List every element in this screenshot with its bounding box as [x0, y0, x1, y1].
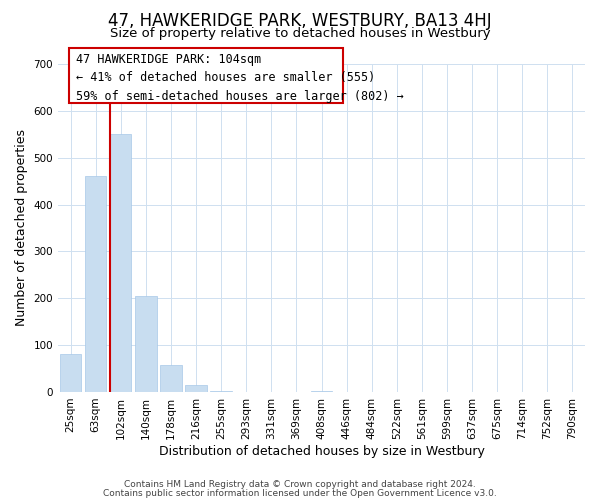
Text: Contains HM Land Registry data © Crown copyright and database right 2024.: Contains HM Land Registry data © Crown c…	[124, 480, 476, 489]
Bar	[85, 176, 106, 392]
Y-axis label: Number of detached properties: Number of detached properties	[15, 130, 28, 326]
Bar	[135, 296, 157, 392]
Text: Size of property relative to detached houses in Westbury: Size of property relative to detached ho…	[110, 28, 490, 40]
Bar	[110, 134, 131, 392]
FancyBboxPatch shape	[68, 48, 343, 104]
Bar	[211, 391, 232, 392]
Text: 47, HAWKERIDGE PARK, WESTBURY, BA13 4HJ: 47, HAWKERIDGE PARK, WESTBURY, BA13 4HJ	[108, 12, 492, 30]
Bar	[311, 390, 332, 392]
Bar	[60, 354, 81, 392]
X-axis label: Distribution of detached houses by size in Westbury: Distribution of detached houses by size …	[158, 444, 484, 458]
Bar	[185, 385, 207, 392]
Bar	[160, 366, 182, 392]
Text: 47 HAWKERIDGE PARK: 104sqm
← 41% of detached houses are smaller (555)
59% of sem: 47 HAWKERIDGE PARK: 104sqm ← 41% of deta…	[76, 52, 404, 102]
Text: Contains public sector information licensed under the Open Government Licence v3: Contains public sector information licen…	[103, 489, 497, 498]
